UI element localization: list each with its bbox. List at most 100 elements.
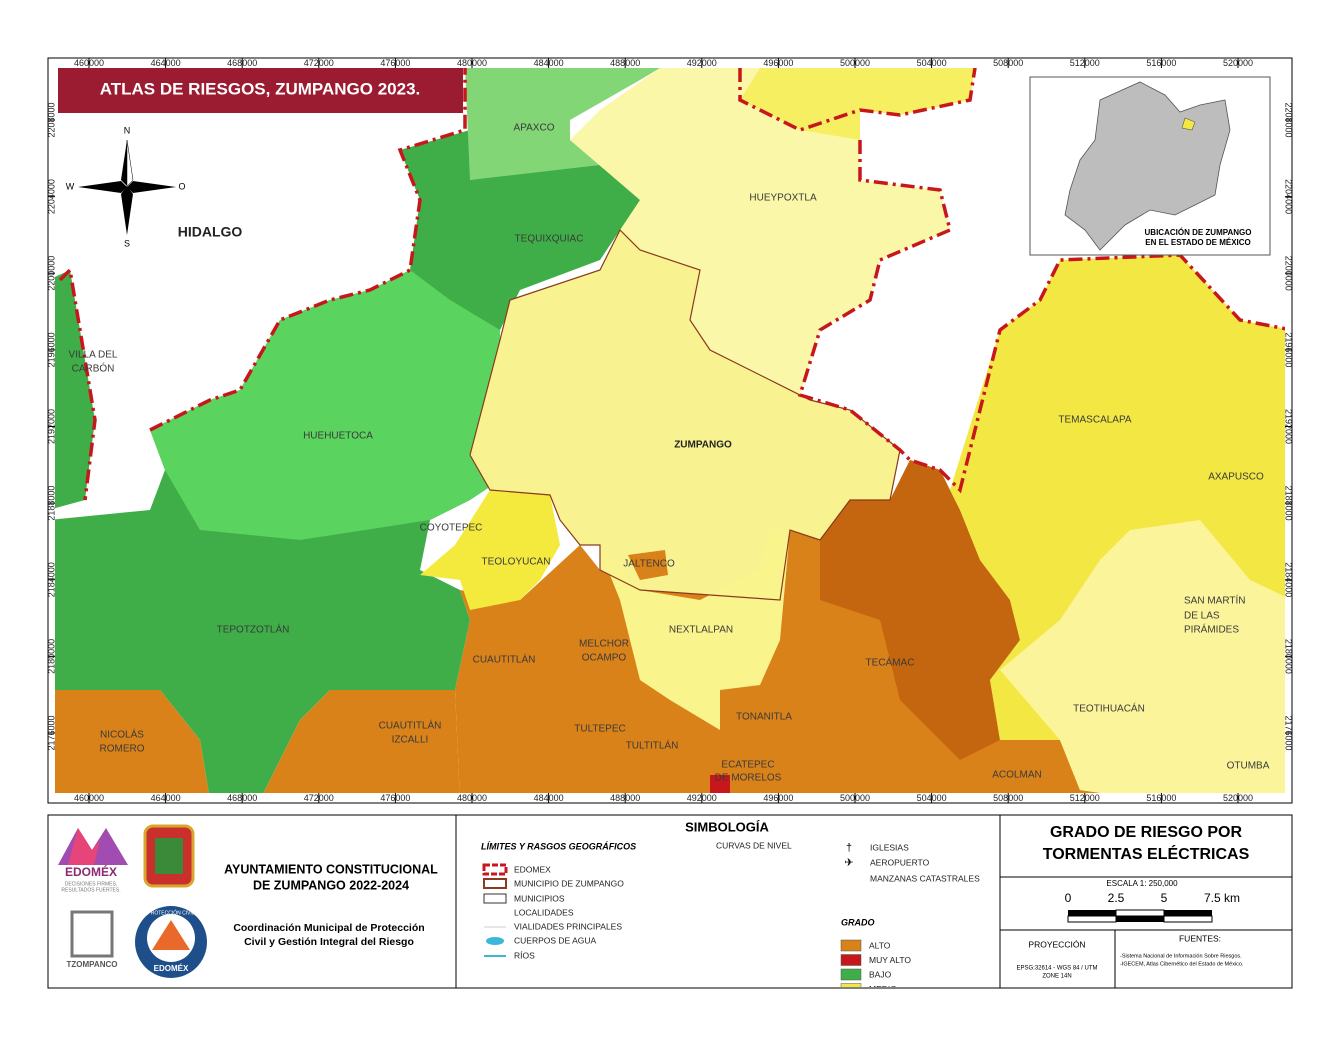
region [600, 530, 790, 730]
y-tick-label: 2176000 [1284, 715, 1294, 750]
region [420, 490, 560, 610]
compass-w: W [66, 181, 75, 191]
grade-swatch [840, 954, 862, 966]
x-tick-label: 512000 [1070, 58, 1100, 68]
x-tick-label: 488000 [610, 793, 640, 803]
proteccion-civil-triangle [152, 920, 190, 950]
map-title: ATLAS DE RIESGOS, ZUMPANGO 2023. [100, 79, 421, 98]
grade-legend: ALTO MUY ALTO BAJO MEDIO [840, 939, 911, 994]
tzompanco-logo [70, 910, 114, 958]
label: CUAUTITLÁN [473, 653, 536, 666]
label: SAN MARTÍN [1184, 594, 1246, 607]
region [628, 550, 668, 580]
panel-title: TORMENTAS ELÉCTRICAS [1043, 844, 1250, 863]
legend-symbol [482, 863, 508, 876]
x-tick-label: 508000 [993, 793, 1023, 803]
scale-tick: 0 [1065, 891, 1072, 905]
y-tick-label: 2192000 [1284, 409, 1294, 444]
label: IZCALLI [392, 735, 429, 746]
legend-item: MANZANAS CATASTRALES [870, 873, 980, 883]
y-tick-label: 2204000 [1284, 179, 1294, 214]
x-tick-label: 468000 [227, 793, 257, 803]
airport-symbol: ✈ [844, 857, 853, 869]
label: TEOTIHUACÁN [1073, 702, 1145, 715]
scale-title: ESCALA 1: 250,000 [1106, 879, 1178, 888]
label: TULTEPEC [574, 724, 626, 735]
scale-tick: 7.5 km [1204, 891, 1240, 905]
badge-text: PROTECCIÓN CIVIL [147, 909, 194, 916]
legend-symbol [483, 878, 507, 889]
grade-label: BAJO [869, 969, 892, 979]
label: CARBÓN [72, 362, 115, 375]
badge-text: EDOMÉX [154, 964, 189, 973]
grade-swatch [840, 968, 862, 981]
legend-symbol [483, 893, 507, 904]
label: TONANITLA [736, 712, 792, 723]
inset-caption: UBICACIÓN DE ZUMPANGO [1145, 228, 1252, 237]
logo-text: EDOMÉX [65, 864, 117, 879]
coordinate-grid: 460000 460000 464000 464000 468000 468000 4720… [46, 58, 1294, 803]
x-tick-label: 464000 [151, 793, 181, 803]
region [710, 775, 730, 793]
y-tick-label: 2204000 [46, 179, 56, 214]
x-tick-label: 504000 [917, 58, 947, 68]
zumpango-location [1181, 117, 1196, 131]
x-tick-label: 508000 [993, 58, 1023, 68]
y-tick-label: 2188000 [46, 486, 56, 521]
ayuntamiento: AYUNTAMIENTO CONSTITUCIONAL [224, 862, 438, 876]
panel-title: GRADO DE RIESGO POR [1050, 824, 1242, 841]
label: JALTENCO [623, 559, 675, 570]
label: TEQUIXQUIAC [515, 234, 584, 245]
x-tick-label: 512000 [1070, 793, 1100, 803]
y-tick-label: 2176000 [46, 715, 56, 750]
scale-bar [1067, 909, 1213, 923]
label: APAXCO [514, 123, 555, 134]
legend-item: MUNICIPIO DE ZUMPANGO [514, 878, 624, 888]
y-tick-label: 2184000 [46, 562, 56, 597]
legend-title: SIMBOLOGÍA [685, 819, 769, 834]
source: -Sistema Nacional de Información Sobre R… [1120, 953, 1242, 959]
y-tick-label: 2184000 [1284, 562, 1294, 597]
x-tick-label: 472000 [304, 793, 334, 803]
x-tick-label: 480000 [457, 58, 487, 68]
region [263, 690, 460, 793]
y-tick-label: 2200000 [1284, 256, 1294, 291]
legend-item: CUERPOS DE AGUA [514, 935, 597, 945]
x-tick-label: 476000 [380, 793, 410, 803]
x-tick-label: 472000 [304, 58, 334, 68]
legend-item: EDOMEX [514, 864, 551, 874]
church-symbol: † [846, 842, 852, 854]
y-tick-label: 2208000 [46, 102, 56, 137]
edomex-logo [68, 828, 100, 865]
label: TEPOTZOTLÁN [217, 623, 290, 636]
grade-swatch [840, 983, 862, 987]
grade-title: GRADO [841, 917, 875, 927]
label: AXAPUSCO [1208, 472, 1264, 483]
region [570, 68, 950, 395]
tzompanco-text: TZOMPANCO [67, 960, 118, 969]
y-tick-label: 2180000 [1284, 639, 1294, 674]
label: DE LAS [1184, 611, 1220, 622]
legend: SIMBOLOGÍA LÍMITES Y RASGOS GEOGRÁFICOS … [481, 819, 980, 994]
logo-tagline: DECISIONES FIRMES, [65, 881, 118, 887]
x-tick-label: 464000 [151, 58, 181, 68]
title-banner [58, 68, 463, 113]
grade-label: MEDIO [869, 984, 897, 994]
source: -IGECEM, Atlas Cibernético del Estado de… [1120, 961, 1244, 967]
legend-item: LOCALIDADES [514, 907, 574, 917]
label: NICOLÁS [100, 728, 144, 741]
label: ZUMPANGO [674, 440, 732, 451]
x-tick-label: 480000 [457, 793, 487, 803]
label: HIDALGO [178, 224, 243, 240]
region [470, 230, 900, 600]
projection: ZONE 14N [1042, 974, 1071, 980]
ayuntamiento: DE ZUMPANGO 2022-2024 [253, 878, 409, 892]
grade-label: MUY ALTO [869, 955, 911, 965]
compass: N W O S [66, 125, 186, 248]
x-tick-label: 476000 [380, 58, 410, 68]
label: NEXTLALPAN [669, 625, 733, 636]
x-tick-label: 492000 [687, 793, 717, 803]
x-tick-label: 492000 [687, 58, 717, 68]
label: OCAMPO [582, 653, 627, 664]
legend-item: CURVAS DE NIVEL [716, 840, 792, 850]
